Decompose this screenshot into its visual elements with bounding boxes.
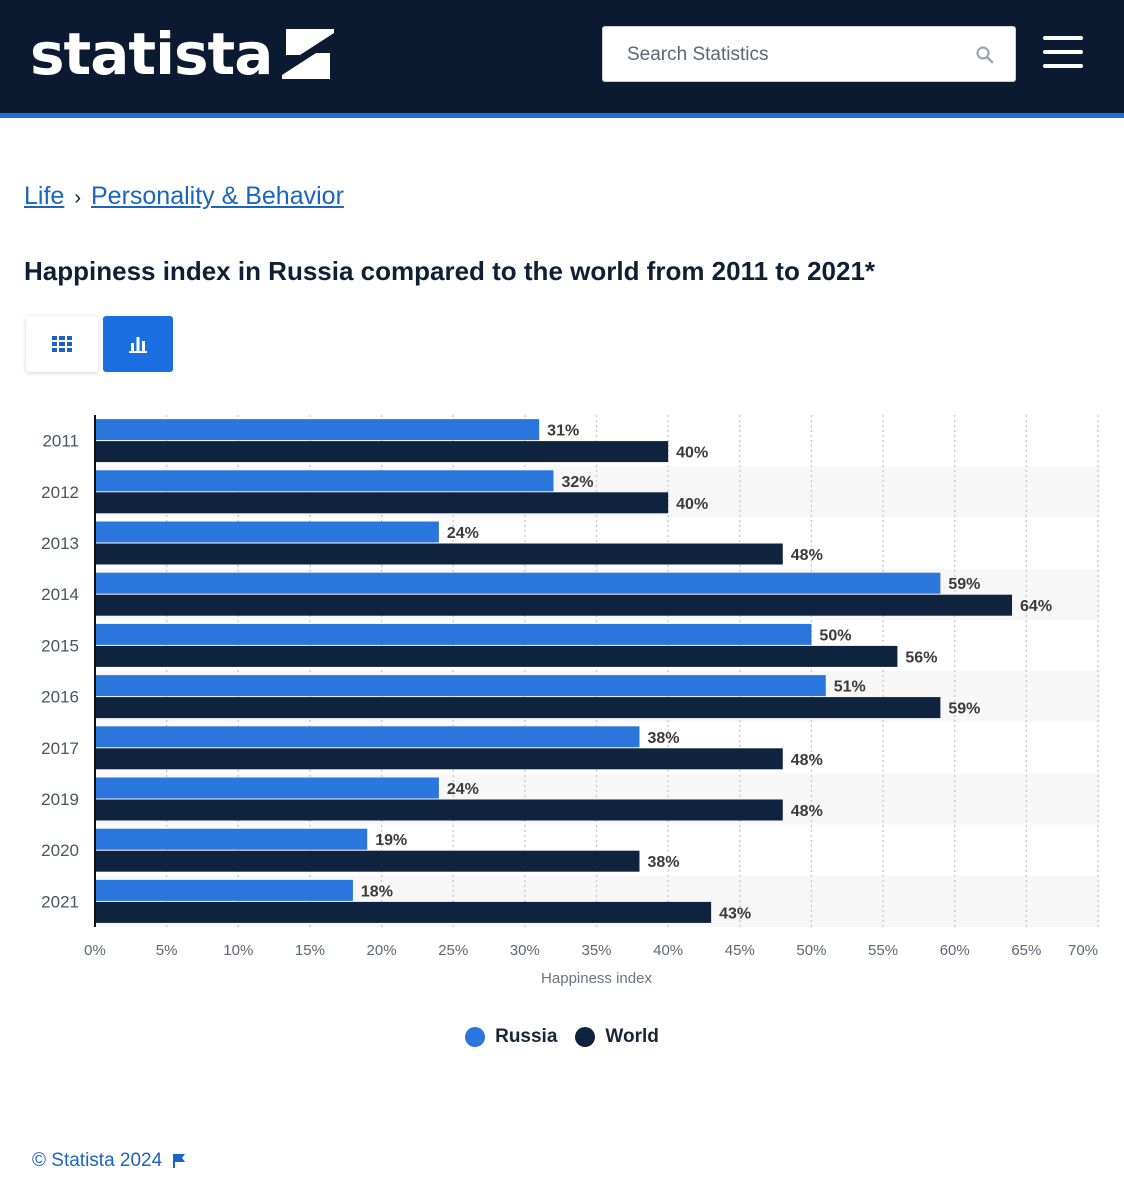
bar-world	[95, 543, 783, 565]
happiness-index-bar-chart: 0% 5% 10% 15% 20% 25% 30% 35% 40% 45% 50% 55% 60% 65%…	[41, 415, 1100, 987]
footer: © Statista 2024	[32, 1150, 186, 1172]
data-label-russia: 24%	[447, 525, 479, 542]
data-label-russia: 50%	[819, 627, 851, 644]
breadcrumb: Life › Personality & Behavior	[24, 182, 344, 211]
bar-russia	[95, 726, 640, 748]
x-tick-label: 5%	[156, 942, 178, 959]
bar-world	[95, 697, 941, 719]
x-tick-label: 55%	[868, 942, 898, 959]
bar-russia	[95, 470, 554, 492]
data-label-world: 40%	[676, 445, 708, 462]
bar-world	[95, 799, 783, 821]
data-label-world: 48%	[791, 803, 823, 820]
chart-view-button[interactable]	[103, 316, 173, 372]
bar-world	[95, 441, 669, 463]
x-tick-label: 20%	[367, 942, 397, 959]
breadcrumb-link-life[interactable]: Life	[24, 182, 65, 210]
x-tick-label: 40%	[653, 942, 683, 959]
x-tick-label: 65%	[1011, 942, 1041, 959]
legend-swatch-world	[575, 1027, 596, 1047]
bar-world	[95, 645, 898, 667]
legend-item-russia[interactable]: Russia	[465, 1026, 557, 1048]
bar-chart-icon	[129, 337, 147, 353]
x-tick-label: 10%	[223, 942, 253, 959]
x-axis-title: Happiness index	[541, 970, 652, 987]
bar-russia	[95, 675, 826, 697]
bar-russia	[95, 777, 439, 799]
bar-russia	[95, 828, 368, 850]
copyright-text[interactable]: © Statista 2024	[32, 1150, 163, 1171]
data-label-world: 59%	[948, 701, 980, 718]
top-navigation-bar: statista Search Statistics	[0, 0, 1124, 113]
x-tick-label: 45%	[725, 942, 755, 959]
bar-russia	[95, 623, 812, 645]
flag-icon[interactable]	[172, 1153, 186, 1169]
table-icon	[52, 336, 72, 352]
bar-russia	[95, 572, 941, 594]
breadcrumb-link-personality-behavior[interactable]: Personality & Behavior	[90, 182, 344, 210]
page-title: Happiness index in Russia compared to th…	[24, 256, 876, 286]
y-category-label: 2020	[41, 841, 79, 860]
statista-logo[interactable]: statista	[30, 20, 335, 88]
x-tick-label: 70%	[1068, 942, 1098, 959]
y-category-label: 2019	[41, 790, 79, 809]
bar-world	[95, 492, 669, 514]
x-tick-label: 60%	[940, 942, 970, 959]
data-label-russia: 19%	[375, 832, 407, 849]
search-icon[interactable]	[975, 45, 995, 65]
data-label-russia: 32%	[562, 474, 594, 491]
legend-item-world[interactable]: World	[575, 1026, 659, 1048]
bar-world	[95, 901, 712, 923]
chart-legend: Russia World	[0, 1026, 1124, 1048]
data-label-world: 38%	[647, 854, 679, 871]
data-label-russia: 18%	[361, 883, 393, 900]
logo-text: statista	[30, 20, 273, 88]
y-category-label: 2012	[41, 483, 79, 502]
search-box[interactable]: Search Statistics	[602, 26, 1016, 82]
data-label-world: 43%	[719, 905, 751, 922]
data-label-russia: 24%	[447, 781, 479, 798]
table-view-button[interactable]	[26, 316, 98, 372]
data-label-russia: 31%	[547, 423, 579, 440]
x-tick-label: 35%	[581, 942, 611, 959]
bar-russia	[95, 419, 540, 441]
y-category-label: 2011	[42, 432, 79, 451]
y-category-label: 2014	[41, 585, 79, 604]
bar-world	[95, 748, 783, 770]
data-label-world: 64%	[1020, 598, 1052, 615]
data-label-world: 48%	[791, 547, 823, 564]
legend-label-russia: Russia	[495, 1026, 558, 1047]
legend-label-world: World	[605, 1026, 659, 1047]
x-tick-label: 25%	[438, 942, 468, 959]
x-tick-label: 50%	[796, 942, 826, 959]
bar-world	[95, 594, 1013, 616]
data-label-russia: 38%	[647, 730, 679, 747]
y-category-label: 2017	[41, 739, 79, 758]
data-label-russia: 59%	[948, 576, 980, 593]
y-category-label: 2013	[41, 534, 79, 553]
data-label-world: 48%	[791, 752, 823, 769]
search-input[interactable]: Search Statistics	[627, 44, 769, 65]
y-category-label: 2016	[41, 688, 79, 707]
y-category-label: 2021	[41, 892, 79, 911]
logo-mark-icon	[282, 29, 335, 79]
menu-icon[interactable]	[1043, 36, 1083, 70]
x-tick-label: 0%	[84, 942, 106, 959]
x-tick-label: 30%	[510, 942, 540, 959]
legend-swatch-russia	[465, 1027, 486, 1047]
data-label-world: 40%	[676, 496, 708, 513]
x-tick-label: 15%	[295, 942, 325, 959]
header-accent-line	[0, 113, 1124, 118]
data-label-russia: 51%	[834, 679, 866, 696]
bar-russia	[95, 521, 439, 543]
breadcrumb-separator: ›	[74, 187, 81, 209]
bar-russia	[95, 879, 353, 901]
y-category-label: 2015	[41, 636, 79, 655]
data-label-world: 56%	[905, 649, 937, 666]
bar-world	[95, 850, 640, 872]
